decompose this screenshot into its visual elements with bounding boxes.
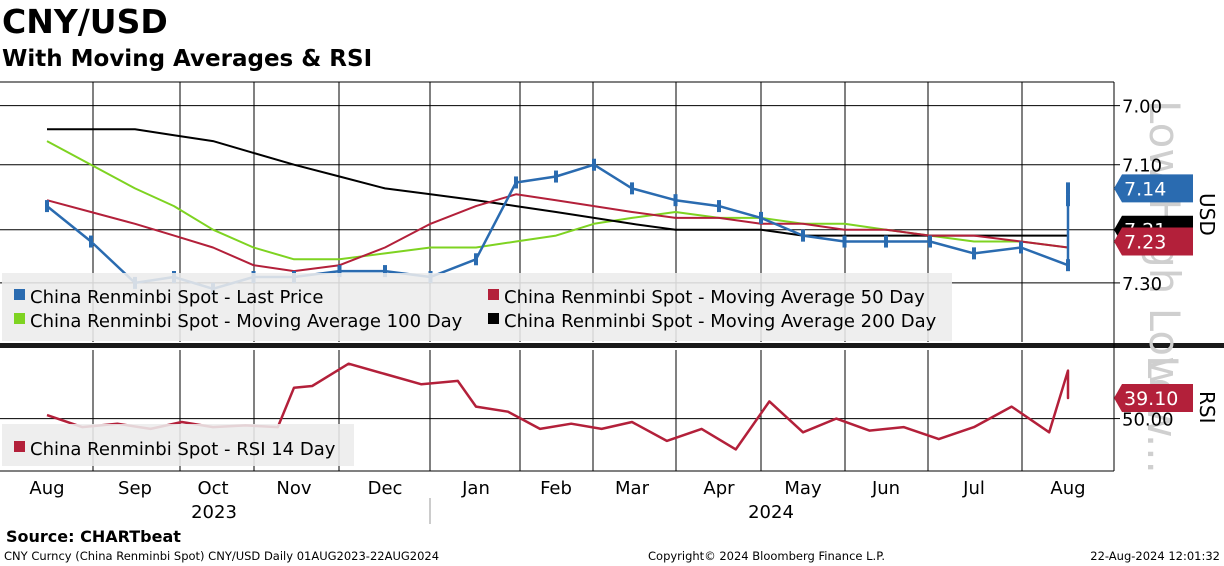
chart-canvas: Low-High LowLow...7.007.107.3050.00USDRS… [0, 81, 1224, 524]
price-point-18 [801, 229, 805, 242]
price-point-14 [630, 182, 634, 195]
price-legend-item-3: China Renminbi Spot - Moving Average 200… [504, 311, 937, 332]
last-value-tag-price: 7.14 [1114, 174, 1193, 203]
series-line-0 [46, 163, 1070, 291]
price-point-17 [759, 211, 763, 224]
price-point-1 [89, 235, 93, 248]
price-point-24 [1066, 259, 1070, 272]
price-tick-label-0: 7.00 [1122, 97, 1162, 118]
x-month-label-3: Nov [276, 478, 311, 499]
rsi-tick-label-0: 50.00 [1122, 410, 1174, 431]
rsi-axis-title: RSI [1195, 391, 1219, 424]
chart-title: CNY/USD [2, 2, 168, 41]
x-month-label-5: Jan [461, 478, 490, 499]
x-month-label-10: Jun [871, 478, 900, 499]
rsi-watermark: Low... [1138, 355, 1187, 474]
price-point-20 [884, 235, 888, 248]
last-value-tag-rsi-label: 39.10 [1124, 388, 1178, 410]
price-point-11 [514, 176, 518, 189]
price-point-0 [45, 200, 49, 213]
x-year-label-0: 2023 [191, 502, 237, 523]
copyright: Copyright© 2024 Bloomberg Finance L.P. [648, 549, 885, 563]
series-description: CNY Curncy (China Renminbi Spot) CNY/USD… [4, 549, 440, 563]
price-legend-swatch-0 [14, 289, 25, 300]
rsi-legend-item: China Renminbi Spot - RSI 14 Day [30, 439, 336, 460]
panel-separator [0, 343, 1224, 348]
last-value-tag-ma50-label: 7.23 [1124, 232, 1166, 254]
price-point-15 [673, 194, 678, 207]
x-month-label-12: Aug [1050, 478, 1085, 499]
price-point-7 [337, 265, 342, 278]
chart-subtitle: With Moving Averages & RSI [2, 46, 373, 72]
price-legend-swatch-2 [14, 313, 25, 324]
price-point-25 [1066, 194, 1070, 207]
x-year-label-1: 2024 [748, 502, 794, 523]
price-legend-swatch-1 [488, 289, 499, 300]
price-legend-item-0: China Renminbi Spot - Last Price [30, 287, 323, 308]
x-month-label-9: May [784, 478, 822, 499]
price-legend-item-2: China Renminbi Spot - Moving Average 100… [30, 311, 463, 332]
price-tick-label-1: 7.10 [1122, 156, 1162, 177]
price-point-19 [842, 235, 847, 248]
x-month-label-2: Oct [197, 478, 228, 499]
last-value-tag-rsi: 39.10 [1114, 384, 1193, 412]
x-month-label-0: Aug [29, 478, 64, 499]
price-legend-swatch-3 [488, 313, 499, 324]
source-label: Source: CHARTbeat [6, 527, 181, 546]
price-point-22 [972, 247, 976, 260]
x-month-label-7: Mar [615, 478, 650, 499]
last-value-tag-ma50-shape [1114, 227, 1193, 256]
price-axis-title: USD [1195, 193, 1219, 236]
last-value-tag-rsi-shape [1114, 384, 1193, 412]
rsi-legend-box [2, 424, 354, 466]
x-month-label-1: Sep [118, 478, 152, 499]
price-point-23 [1019, 241, 1023, 254]
x-month-label-6: Feb [540, 478, 572, 499]
rsi-legend-swatch [14, 441, 25, 452]
price-point-13 [592, 158, 596, 171]
x-month-label-8: Apr [703, 478, 735, 499]
price-tick-label-2: 7.30 [1122, 274, 1162, 295]
price-point-10 [474, 253, 478, 266]
price-legend-item-1: China Renminbi Spot - Moving Average 50 … [504, 287, 925, 308]
price-point-8 [383, 265, 387, 278]
price-point-16 [717, 200, 721, 213]
series-line-1 [46, 193, 1069, 273]
x-month-label-4: Dec [368, 478, 403, 499]
price-point-26 [1066, 182, 1070, 195]
price-legend-box [2, 273, 952, 341]
x-month-label-11: Jul [962, 478, 985, 499]
last-value-tag-price-shape [1114, 174, 1193, 203]
price-point-12 [554, 170, 558, 183]
timestamp: 22-Aug-2024 12:01:32 [1090, 549, 1220, 563]
last-value-tag-price-label: 7.14 [1124, 178, 1166, 200]
price-point-21 [928, 235, 932, 248]
last-value-tag-ma50: 7.23 [1114, 227, 1193, 256]
